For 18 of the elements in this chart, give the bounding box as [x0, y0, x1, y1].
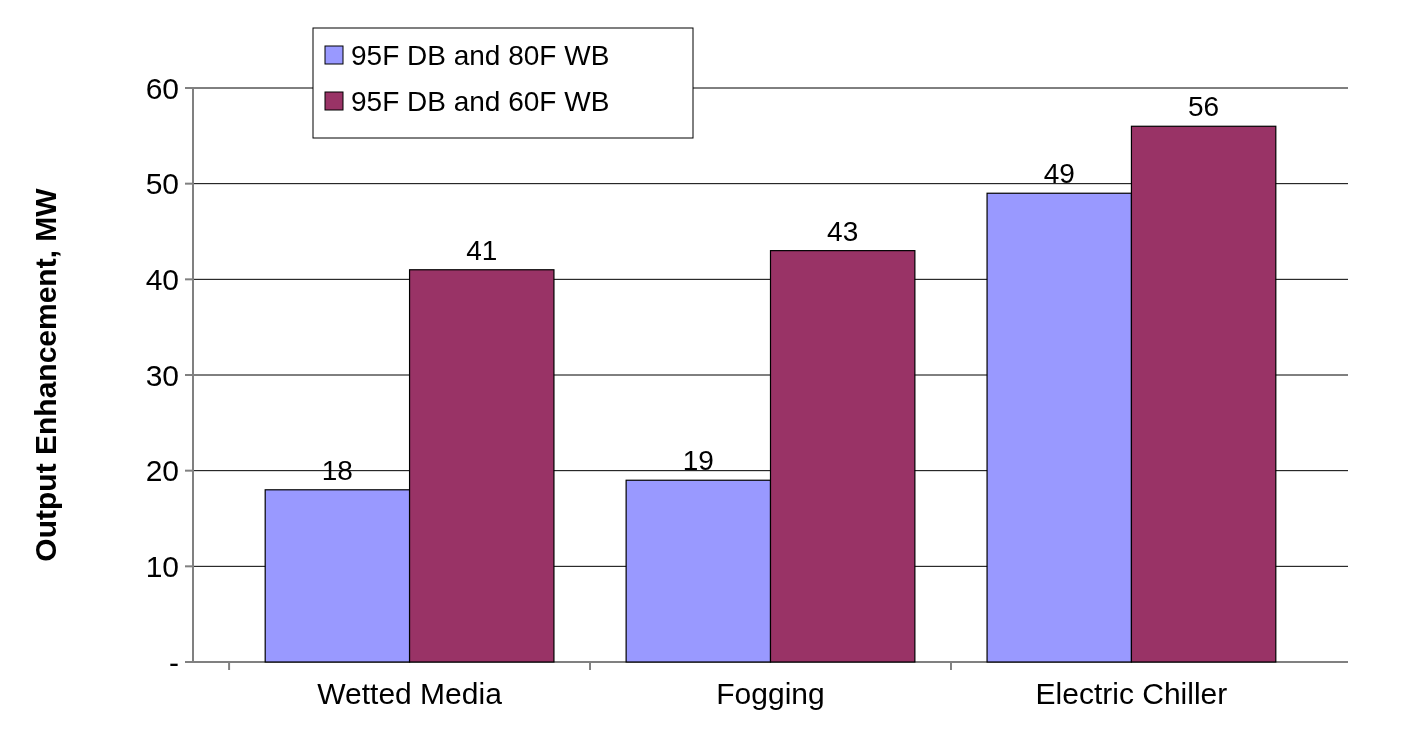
x-tick-label: Fogging — [716, 677, 825, 710]
legend-label: 95F DB and 80F WB — [351, 39, 610, 71]
data-label: 49 — [1043, 158, 1075, 190]
y-tick-label: 30 — [145, 358, 179, 392]
x-tick-label: Wetted Media — [317, 677, 503, 710]
y-tick-label: 10 — [145, 549, 179, 583]
data-label: 43 — [827, 215, 859, 247]
y-tick-label: 50 — [145, 167, 179, 201]
y-tick-label: - — [169, 645, 179, 679]
y-tick-label: 40 — [145, 262, 179, 296]
y-axis-title: Output Enhancement, MW — [29, 187, 62, 562]
y-tick-label: 60 — [145, 71, 179, 105]
data-label: 41 — [466, 234, 498, 266]
x-tick-label: Electric Chiller — [1035, 677, 1228, 710]
data-label: 56 — [1188, 91, 1220, 123]
legend-label: 95F DB and 60F WB — [351, 85, 610, 117]
y-tick-label: 20 — [145, 454, 179, 488]
data-label: 19 — [682, 445, 714, 477]
